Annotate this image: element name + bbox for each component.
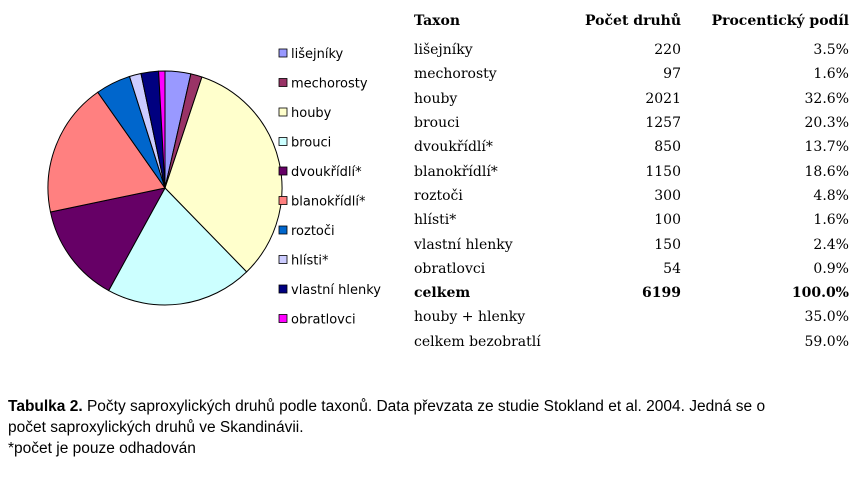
cell-count: 850 <box>654 139 681 156</box>
cell-count: 1150 <box>645 163 681 180</box>
cell-percent: 100.0% <box>791 285 849 302</box>
legend-swatch-6 <box>278 196 288 205</box>
cell-taxon: hlísti* <box>414 212 457 229</box>
table-body: lišejníky 220 3.5% mechorosty 97 1.6% houby 202… <box>408 38 849 354</box>
cell-count: 150 <box>654 236 681 253</box>
pie-slice-4 <box>108 187 248 306</box>
table-caption: Tabulka 2. Počty saproxylických druhů po… <box>8 396 848 459</box>
legend-label-2: mechorosty <box>291 77 368 92</box>
legend-swatch-2 <box>278 78 288 87</box>
cell-count <box>569 305 681 329</box>
cell-taxon: dvoukřídlí* <box>414 139 493 156</box>
cell-percent: 1.6% <box>813 66 849 83</box>
cell-taxon: celkem <box>414 285 471 302</box>
caption-line-1: Tabulka 2. Počty saproxylických druhů po… <box>8 396 848 417</box>
header-count: Počet druhů <box>585 13 681 29</box>
table-row: hlísti* 100 1.6% <box>408 208 849 232</box>
cell-taxon: vlastní hlenky <box>414 236 513 253</box>
cell-percent: 13.7% <box>804 139 849 156</box>
pie-slices <box>47 70 283 306</box>
taxon-table: Taxon Počet druhů Procentický podíl liše… <box>408 4 849 354</box>
table-row: houby + hlenky 35.0% <box>408 305 849 329</box>
cell-taxon: houby + hlenky <box>414 309 526 326</box>
table-row: lišejníky 220 3.5% <box>408 38 849 62</box>
pie-slice-5 <box>49 187 166 292</box>
cell-percent: 3.5% <box>813 42 849 59</box>
cell-count: 2021 <box>645 90 681 107</box>
caption-text-1: Počty saproxylických druhů podle taxonů.… <box>82 398 766 415</box>
cell-count <box>569 330 681 354</box>
legend-label-3: houby <box>291 106 332 121</box>
cell-taxon: mechorosty <box>414 66 497 83</box>
legend-label-4: brouci <box>291 136 331 151</box>
cell-percent: 18.6% <box>804 163 849 180</box>
cell-taxon: brouci <box>414 115 460 132</box>
cell-percent: 35.0% <box>804 309 849 326</box>
table-row: celkem bezobratlí 59.0% <box>408 330 849 354</box>
caption-line-2: počet saproxylických druhů ve Skandinávi… <box>8 419 304 436</box>
cell-count: 6199 <box>642 285 681 302</box>
pie-slice-10 <box>158 70 166 189</box>
table-row: vlastní hlenky 150 2.4% <box>408 232 849 256</box>
table-row: brouci 1257 20.3% <box>408 111 849 135</box>
cell-percent: 20.3% <box>804 115 849 132</box>
table-row: roztoči 300 4.8% <box>408 184 849 208</box>
legend-swatch-5 <box>278 166 288 176</box>
legend-swatch-9 <box>278 284 288 294</box>
cell-count: 54 <box>663 260 681 277</box>
legend-label-5: dvoukřídlí* <box>291 165 362 180</box>
cell-percent: 0.9% <box>813 260 849 277</box>
legend-label-1: lišejníky <box>291 47 344 62</box>
cell-count: 300 <box>654 187 681 204</box>
legend-swatch-4 <box>278 137 288 146</box>
table-row: obratlovci 54 0.9% <box>408 257 849 281</box>
legend-label-9: vlastní hlenky <box>291 283 381 298</box>
cell-taxon: celkem bezobratlí <box>414 333 541 350</box>
legend-label-7: roztoči <box>291 224 335 239</box>
cell-taxon: lišejníky <box>414 42 473 59</box>
legend-swatch-7 <box>278 225 288 235</box>
cell-taxon: houby <box>414 90 458 107</box>
cell-count: 1257 <box>645 115 681 132</box>
legend-swatch-10 <box>278 314 288 323</box>
cell-percent: 1.6% <box>813 212 849 229</box>
cell-count: 100 <box>654 212 681 229</box>
pie-slice-6 <box>47 91 166 213</box>
cell-taxon: blanokřídlí* <box>414 163 498 180</box>
table-row: dvoukřídlí* 850 13.7% <box>408 135 849 159</box>
table-row: blanokřídlí* 1150 18.6% <box>408 159 849 183</box>
legend-swatch-8 <box>278 255 288 264</box>
caption-line-3: *počet je pouze odhadován <box>8 440 196 457</box>
cell-percent: 4.8% <box>813 187 849 204</box>
cell-percent: 2.4% <box>813 236 849 253</box>
table-header-row: Taxon Počet druhů Procentický podíl <box>408 4 849 38</box>
caption-label: Tabulka 2. <box>8 398 83 415</box>
table-row: houby 2021 32.6% <box>408 87 849 111</box>
cell-taxon: roztoči <box>414 187 463 204</box>
cell-percent: 32.6% <box>804 90 849 107</box>
table-row: celkem 6199 100.0% <box>408 281 849 305</box>
pie-chart: lišejníky mechorosty houby brouci dvoukřídlí… <box>47 47 381 328</box>
header-taxon: Taxon <box>414 13 461 29</box>
legend-swatch-1 <box>278 48 288 58</box>
legend-swatch-3 <box>278 107 288 117</box>
header-percent: Procentický podíl <box>711 13 849 29</box>
cell-taxon: obratlovci <box>414 260 486 277</box>
legend-label-8: hlísti* <box>291 254 329 269</box>
legend-label-10: obratlovci <box>291 313 356 328</box>
table-row: mechorosty 97 1.6% <box>408 62 849 86</box>
legend-label-6: blanokřídlí* <box>291 195 366 210</box>
cell-count: 97 <box>663 66 681 83</box>
cell-percent: 59.0% <box>804 333 849 350</box>
chart-legend: lišejníky mechorosty houby brouci dvoukřídlí… <box>278 47 381 328</box>
pie-slice-3 <box>164 76 283 273</box>
cell-count: 220 <box>654 42 681 59</box>
